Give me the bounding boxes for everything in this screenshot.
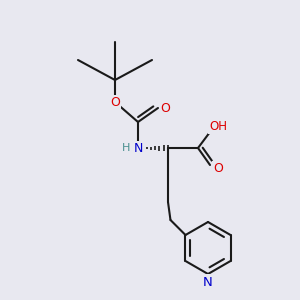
- Text: N: N: [203, 275, 213, 289]
- Text: O: O: [160, 101, 170, 115]
- Text: OH: OH: [209, 121, 227, 134]
- Text: O: O: [213, 161, 223, 175]
- Text: H: H: [122, 143, 130, 153]
- Text: N: N: [133, 142, 143, 154]
- Text: O: O: [110, 95, 120, 109]
